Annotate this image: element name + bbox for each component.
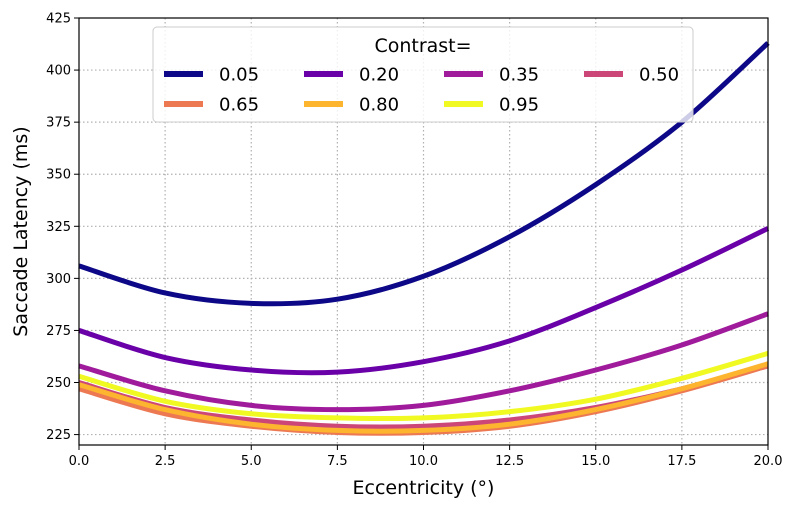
legend-label-0.35: 0.35 [499,65,539,86]
series-line-0.95 [78,350,769,422]
legend-frame [152,26,694,123]
x-tick-label: 12.5 [495,454,524,469]
x-tick-label: 15.0 [581,454,610,469]
legend-label-0.80: 0.80 [359,95,399,116]
y-tick-label: 400 [46,64,71,79]
legend-title: Contrast= [374,35,471,57]
legend-items: 0.05 0.20 0.35 0.50 0.65 0.80 0.95 [164,65,679,116]
y-tick-label: 300 [46,272,71,287]
y-tick-label: 425 [46,12,71,27]
series-line-0.35 [78,311,769,413]
legend-label-0.50: 0.50 [639,65,679,86]
y-tick-label: 325 [46,220,71,235]
x-tick-label: 7.5 [327,454,348,469]
x-tick-label: 5.0 [241,454,262,469]
series-layer [78,41,770,436]
series-line-0.80 [78,361,769,434]
x-axis-label: Eccentricity (°) [353,477,495,499]
series-line-0.20 [78,226,770,376]
x-tick-label: 2.5 [155,454,176,469]
legend-label-0.20: 0.20 [359,65,399,86]
series-line-0.05 [78,41,770,307]
y-tick-label: 350 [46,168,71,183]
x-tick-label: 17.5 [667,454,696,469]
x-tick-label: 20.0 [754,454,783,469]
legend-label-0.95: 0.95 [499,95,539,116]
legend: Contrast= 0.05 0.20 0.35 0.50 0.65 0.80 0.95 [152,26,694,123]
legend-label-0.65: 0.65 [219,95,259,116]
x-tick-label: 10.0 [409,454,438,469]
y-tick-label: 375 [46,116,71,131]
y-axis-label: Saccade Latency (ms) [10,126,32,336]
y-tick-label: 225 [46,428,71,443]
y-tick-label: 275 [46,324,71,339]
ticks: 0.0 2.5 5.0 7.5 10.0 12.5 15.0 17.5 20.0 225 250 27… [46,12,782,470]
y-tick-label: 250 [46,376,71,391]
legend-label-0.05: 0.05 [219,65,259,86]
x-tick-label: 0.0 [69,454,90,469]
